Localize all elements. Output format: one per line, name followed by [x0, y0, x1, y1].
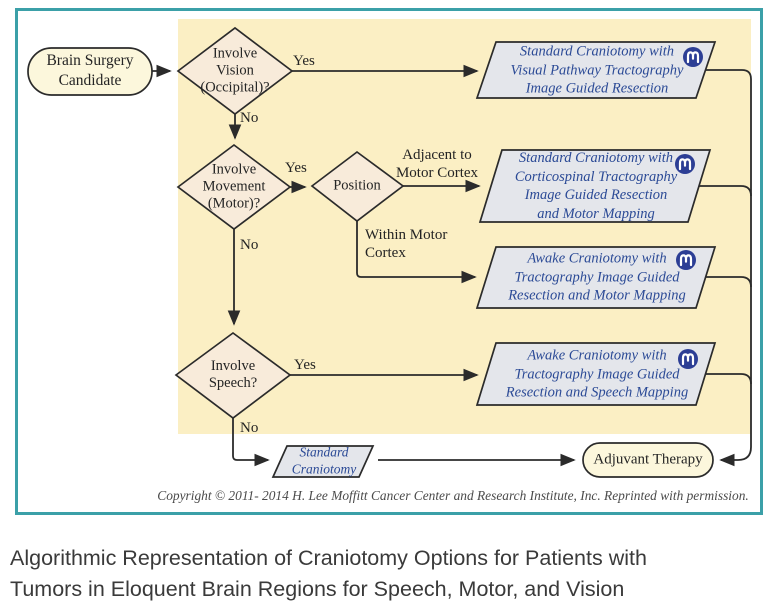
node-movement: Involve Movement (Motor)?: [202, 161, 266, 212]
node-standard-craniotomy: Standard Craniotomy: [291, 444, 357, 477]
node-position: Position: [333, 177, 381, 194]
edge-label-adjacent-motor-cortex: Adjacent to Motor Cortex: [395, 147, 479, 181]
node-movement-shape: [176, 143, 292, 231]
edge-label-vision-no: No: [240, 110, 259, 126]
moffitt-m-icon: [683, 47, 703, 67]
edge-awake-speech-merge: [699, 373, 752, 385]
copyright-notice: Copyright © 2011- 2014 H. Lee Moffitt Ca…: [157, 488, 749, 503]
edge-corticospinal-merge: [697, 185, 752, 197]
edge-label-within-motor-cortex: Within Motor Cortex: [365, 227, 448, 261]
edge-label-vision-yes: Yes: [293, 53, 315, 69]
moffitt-m-icon: [675, 154, 695, 174]
node-position-shape: [310, 150, 405, 223]
node-adjuvant: Adjuvant Therapy: [593, 451, 703, 468]
node-corticospinal-craniotomy-shape: [478, 149, 712, 223]
moffitt-m-icon: [678, 349, 698, 369]
node-speech: Involve Speech?: [208, 358, 258, 391]
edge-speech-no: [232, 418, 270, 467]
figure-caption: Algorithmic Representation of Craniotomy…: [10, 546, 647, 601]
node-awake-motor-shape: [475, 246, 717, 309]
node-standard-craniotomy-shape: [271, 445, 375, 478]
edge-position-within: [356, 221, 477, 284]
node-start-shape: [27, 47, 153, 96]
node-vision: Involve Vision (Occipital)?: [200, 45, 270, 96]
node-corticospinal-craniotomy: Standard Craniotomy with Corticospinal T…: [514, 150, 678, 222]
edge-outputs-to-adjuvant: [705, 69, 752, 467]
node-awake-speech: Awake Craniotomy with Tractography Image…: [505, 347, 689, 401]
node-start: Brain Surgery Candidate: [46, 52, 134, 89]
edge-awake-motor-merge: [699, 276, 752, 288]
edge-label-movement-no: No: [240, 237, 259, 253]
edge-label-speech-no: No: [240, 420, 259, 436]
node-vision-shape: [176, 26, 294, 116]
node-visual-craniotomy: Standard Craniotomy with Visual Pathway …: [510, 43, 684, 97]
node-awake-motor: Awake Craniotomy with Tractography Image…: [508, 250, 686, 304]
moffitt-m-icon: [676, 250, 696, 270]
node-visual-craniotomy-shape: [475, 41, 717, 99]
edge-label-movement-yes: Yes: [285, 160, 307, 176]
node-awake-speech-shape: [475, 342, 717, 406]
edge-label-speech-yes: Yes: [294, 357, 316, 373]
node-adjuvant-shape: [582, 442, 714, 478]
node-speech-shape: [174, 331, 292, 420]
